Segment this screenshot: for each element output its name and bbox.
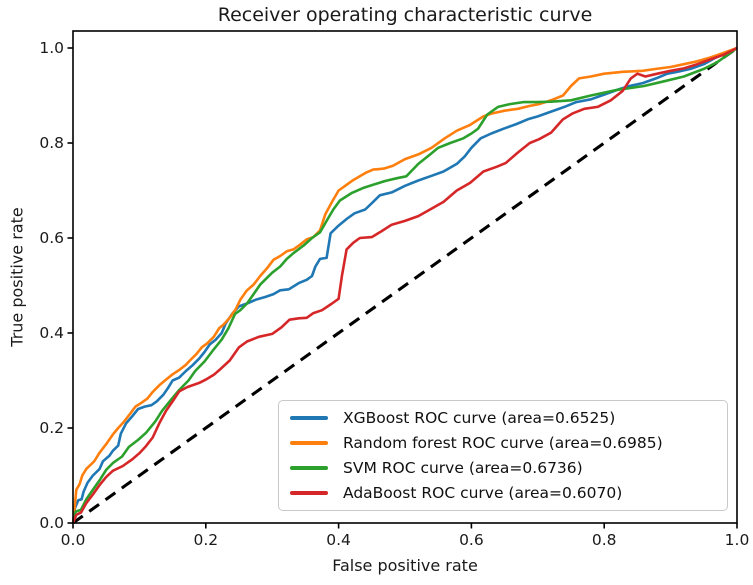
roc-curve-svm: [72, 46, 738, 524]
x-tick-label: 0.0: [60, 531, 86, 549]
roc-curve-random-forest: [72, 46, 738, 524]
legend-line-svm: [290, 466, 328, 471]
plot-area: [72, 46, 738, 524]
legend-line-xgboost: [290, 415, 328, 420]
legend-row-xgboost: XGBoost ROC curve (area=0.6525): [290, 409, 727, 427]
y-tick-label: 0.4: [39, 324, 64, 342]
legend-row-svm: SVM ROC curve (area=0.6736): [290, 459, 727, 477]
legend-label-xgboost: XGBoost ROC curve (area=0.6525): [343, 408, 616, 427]
legend-label-svm: SVM ROC curve (area=0.6736): [343, 459, 583, 478]
x-tick-label: 1.0: [724, 531, 750, 549]
legend-line-random-forest: [290, 440, 328, 445]
x-axis-label: False positive rate: [332, 556, 478, 575]
legend-line-adaboost: [290, 491, 328, 496]
roc-curve-adaboost: [72, 46, 738, 524]
x-tick-label: 0.4: [326, 531, 351, 549]
legend-row-adaboost: AdaBoost ROC curve (area=0.6070): [290, 484, 727, 502]
y-axis-label: True positive rate: [7, 207, 27, 347]
y-tick-label: 0.8: [39, 134, 64, 152]
legend-row-random-forest: Random forest ROC curve (area=0.6985): [290, 434, 727, 452]
x-tick-label: 0.6: [459, 531, 484, 549]
x-tick-label: 0.8: [591, 531, 617, 549]
chart-title: Receiver operating characteristic curve: [217, 4, 593, 26]
y-tick-label: 0.2: [39, 419, 64, 437]
legend: XGBoost ROC curve (area=0.6525) Random f…: [278, 400, 728, 511]
legend-label-adaboost: AdaBoost ROC curve (area=0.6070): [343, 484, 623, 503]
plot-border: [72, 30, 738, 524]
y-tick-label: 0.0: [39, 514, 64, 532]
y-tick-label: 0.6: [39, 229, 64, 247]
x-tick-label: 0.2: [193, 531, 219, 549]
diagonal-reference-line: [72, 46, 738, 524]
y-tick-label: 1.0: [39, 39, 64, 57]
roc-curve-xgboost: [72, 46, 738, 524]
legend-label-random-forest: Random forest ROC curve (area=0.6985): [343, 433, 663, 452]
